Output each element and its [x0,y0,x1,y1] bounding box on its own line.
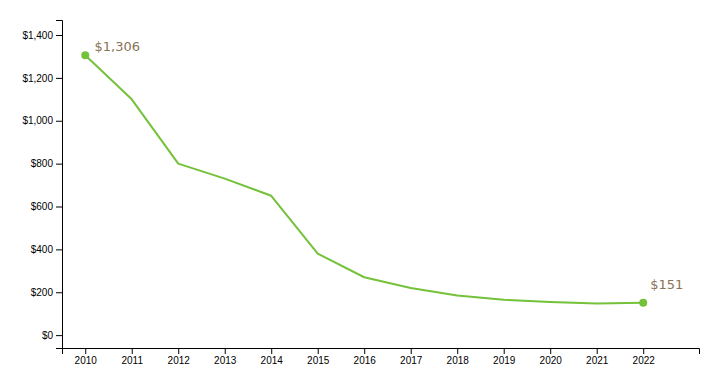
y-tick-mark [56,78,62,79]
marks [81,51,647,307]
y-axis-line [56,21,63,349]
y-tick: $1,200 [22,73,62,84]
y-tick-label: $1,000 [22,115,53,126]
y-tick-mark [56,292,62,293]
x-tick-label: 2019 [493,355,516,366]
y-tick-label: $1,200 [22,73,53,84]
x-axis: 2010 2011 2012 2013 2014 2015 2016 2017 2018 2019… [63,348,700,366]
x-tick-label: 2010 [75,355,98,366]
y-tick-label: $1,400 [22,30,53,41]
annotations: $1,306 $151 [95,39,684,292]
x-tick-mark [225,348,226,354]
x-tick: 2012 [168,348,191,366]
y-tick: $400 [31,244,62,255]
x-tick: 2022 [633,348,656,366]
x-tick-label: 2016 [354,355,377,366]
x-tick-mark [85,348,86,354]
x-tick: 2015 [307,348,330,366]
x-tick-mark [457,348,458,354]
x-axis-line [63,349,700,355]
x-tick-label: 2014 [261,355,284,366]
x-tick: 2014 [261,348,284,366]
y-tick: $1,000 [22,115,62,126]
y-tick-label: $800 [31,158,54,169]
y-tick-mark [56,35,62,36]
x-tick-label: 2012 [168,355,191,366]
y-tick-label: $200 [31,287,54,298]
x-tick: 2018 [447,348,470,366]
annotation: $1,306 [95,39,141,54]
x-tick-mark [643,348,644,354]
y-tick-mark [56,164,62,165]
y-tick-label: $0 [42,330,54,341]
point [81,51,89,59]
x-tick-label: 2021 [586,355,609,366]
x-tick-mark [597,348,598,354]
line [85,55,643,303]
y-tick: $0 [42,330,62,341]
point [639,299,647,307]
x-tick-mark [318,348,319,354]
x-tick-mark [411,348,412,354]
x-tick-mark [504,348,505,354]
y-tick-label: $400 [31,244,54,255]
y-tick: $200 [31,287,62,298]
x-tick: 2013 [214,348,237,366]
x-tick-label: 2011 [121,355,143,366]
x-tick-mark [550,348,551,354]
y-tick-mark [56,335,62,336]
x-tick-mark [271,348,272,354]
y-tick-mark [56,207,62,208]
x-tick-label: 2022 [633,355,656,366]
x-tick-mark [178,348,179,354]
plot-area: 2010 2011 2012 2013 2014 2015 2016 2017 2018 2019… [22,21,699,367]
y-tick-mark [56,121,62,122]
x-tick-label: 2018 [447,355,470,366]
y-tick: $600 [31,201,62,212]
x-tick: 2021 [586,348,609,366]
x-tick-label: 2013 [214,355,237,366]
x-tick-label: 2020 [540,355,563,366]
x-tick: 2016 [354,348,377,366]
chart: 2010 2011 2012 2013 2014 2015 2016 2017 2018 2019… [0,0,719,384]
y-tick: $1,400 [22,30,62,41]
x-tick: 2011 [121,348,143,366]
annotation: $151 [650,277,683,292]
x-tick: 2010 [75,348,98,366]
x-tick: 2020 [540,348,563,366]
y-axis: $0 $200 $400 $600 $800 $1,000 $1,200 $1,400 [22,21,62,349]
x-tick-label: 2017 [400,355,423,366]
y-tick-mark [56,249,62,250]
x-tick-mark [364,348,365,354]
y-tick-label: $600 [31,201,54,212]
y-tick: $800 [31,158,62,169]
x-tick: 2017 [400,348,423,366]
x-tick: 2019 [493,348,516,366]
x-tick-label: 2015 [307,355,330,366]
x-tick-mark [132,348,133,354]
